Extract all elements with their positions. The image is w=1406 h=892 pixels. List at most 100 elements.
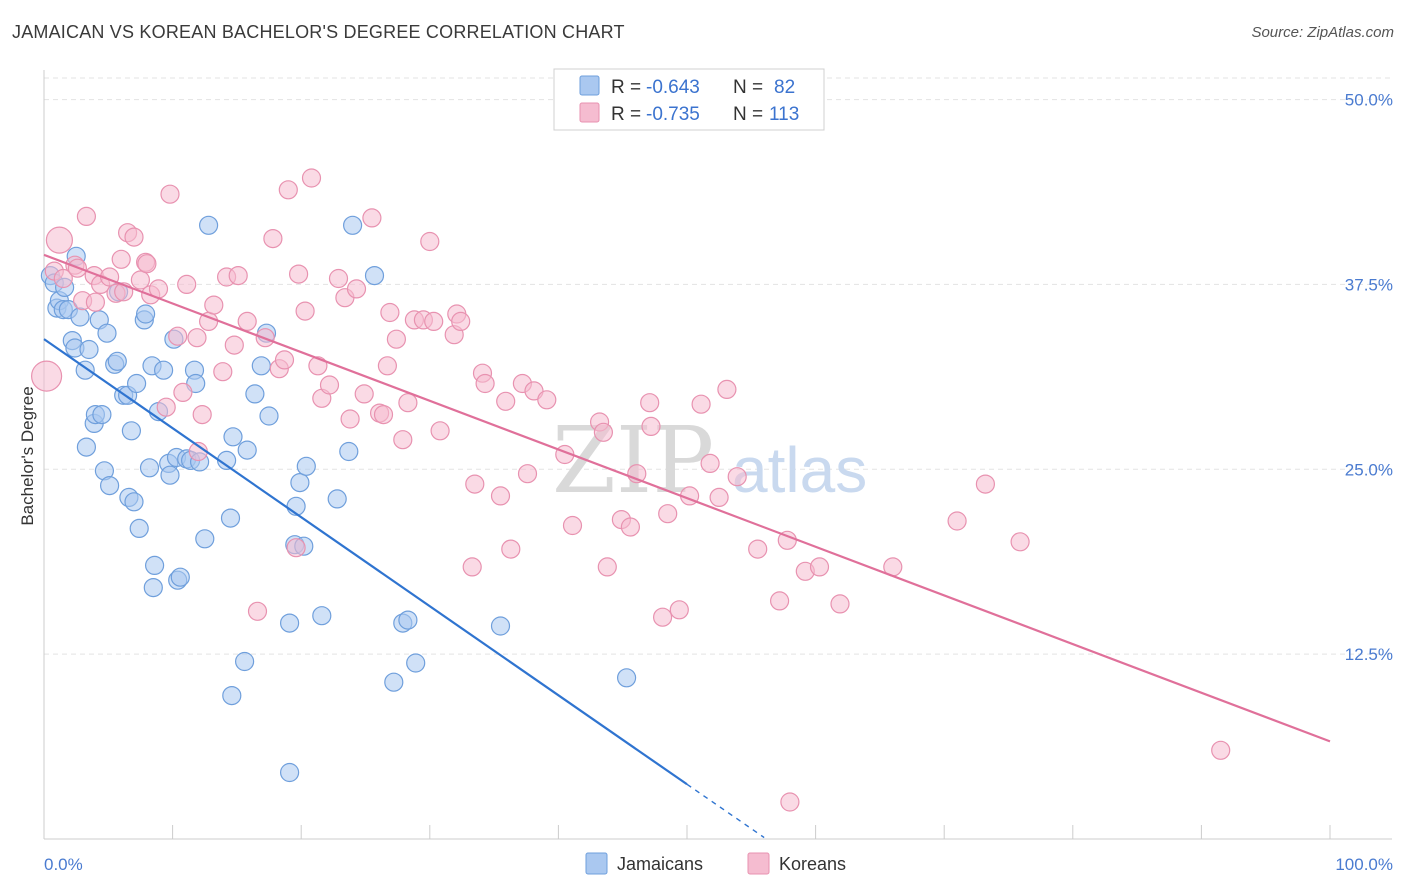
point-koreans-31: [204, 295, 224, 315]
legend-swatch-jamaicans: [579, 75, 600, 96]
legend-swatch-koreans: [579, 102, 600, 123]
y-tick-label-0: 12.5%: [1345, 645, 1393, 664]
watermark-atlas: atlas: [732, 434, 867, 506]
point-jamaicans-59: [251, 356, 271, 376]
bottom-legend-swatch-koreans: [747, 852, 770, 875]
point-koreans-27: [187, 328, 207, 348]
point-koreans-44: [289, 264, 309, 284]
point-koreans-45: [295, 301, 315, 321]
point-jamaicans-63: [280, 613, 300, 633]
point-jamaicans-73: [364, 266, 385, 286]
point-jamaicans-13: [79, 339, 99, 360]
point-koreans-71: [465, 474, 485, 494]
point-koreans-93: [658, 504, 678, 524]
point-koreans-55: [362, 208, 382, 228]
point-jamaicans-68: [296, 456, 316, 476]
point-koreans-99: [717, 379, 737, 399]
point-jamaicans-29: [127, 373, 147, 394]
point-jamaicans-54: [222, 685, 242, 706]
point-koreans-35: [228, 266, 248, 286]
trendline-jamaicans: [43, 338, 688, 786]
point-koreans-100: [727, 467, 747, 487]
point-jamaicans-22: [107, 351, 127, 371]
point-jamaicans-57: [237, 440, 257, 460]
point-koreans-16: [124, 227, 144, 247]
point-koreans-7: [76, 206, 97, 226]
point-jamaicans-72: [343, 215, 363, 235]
point-koreans-32: [213, 362, 233, 382]
point-koreans-101: [748, 539, 768, 559]
point-jamaicans-74: [384, 672, 404, 692]
legend-n-value-1: 82: [774, 77, 795, 98]
bottom-legend-label-jamaicans: Jamaicans: [617, 854, 703, 874]
point-jamaicans-17: [92, 405, 112, 425]
legend-n-label-1: N =: [733, 77, 763, 98]
y-tick-label-1: 25.0%: [1345, 460, 1393, 479]
legend-box: R = -0.643 N = 82 R = -0.735 N = 113: [553, 68, 825, 131]
point-koreans-65: [420, 231, 440, 252]
point-koreans-111: [1211, 740, 1231, 760]
point-koreans-57: [373, 405, 394, 425]
point-koreans-60: [386, 329, 406, 349]
point-koreans-92: [652, 607, 673, 627]
point-koreans-58: [377, 356, 397, 376]
point-koreans-17: [130, 270, 150, 290]
trendlines: [43, 253, 1331, 839]
point-koreans-88: [620, 517, 641, 537]
point-koreans-108: [947, 511, 967, 531]
x-tick-label-0: 0.0%: [44, 855, 83, 874]
point-jamaicans-44: [170, 567, 190, 587]
point-koreans-81: [537, 390, 557, 410]
point-koreans-59: [380, 302, 400, 323]
point-koreans-112: [780, 792, 800, 812]
y-tick-label-3: 50.0%: [1345, 91, 1393, 110]
point-koreans-9: [85, 292, 106, 312]
point-koreans-75: [490, 486, 511, 506]
legend-n-value-2: 113: [769, 104, 799, 125]
point-koreans-61: [393, 430, 413, 450]
legend-r-label-2: R =: [611, 104, 641, 125]
point-jamaicans-61: [259, 406, 279, 426]
point-jamaicans-33: [139, 458, 160, 478]
series-koreans-points: [30, 168, 1231, 812]
point-koreans-23: [160, 184, 180, 204]
point-koreans-43: [286, 538, 306, 558]
point-jamaicans-27: [121, 421, 141, 441]
point-koreans-97: [700, 453, 720, 473]
point-koreans-49: [319, 375, 340, 395]
point-jamaicans-56: [235, 651, 255, 672]
point-koreans-50: [328, 268, 349, 289]
point-koreans-52: [340, 409, 360, 429]
point-jamaicans-40: [160, 465, 180, 485]
source-credit: Source: ZipAtlas.com: [1251, 24, 1394, 41]
point-jamaicans-10: [70, 307, 90, 327]
point-jamaicans-50: [195, 529, 215, 549]
point-koreans-24: [168, 326, 188, 346]
point-jamaicans-62: [280, 762, 300, 783]
point-koreans-110: [1010, 532, 1030, 552]
point-jamaicans-66: [290, 473, 310, 493]
point-jamaicans-58: [245, 384, 265, 404]
point-koreans-25: [173, 382, 193, 402]
point-koreans-67: [430, 421, 450, 441]
point-koreans-102: [769, 591, 790, 611]
point-koreans-74: [475, 373, 495, 394]
point-koreans-62: [398, 393, 418, 413]
point-jamaicans-55: [223, 427, 243, 447]
point-koreans-53: [346, 279, 367, 299]
bottom-legend-swatch-jamaicans: [585, 852, 608, 875]
point-jamaicans-77: [406, 653, 426, 673]
point-koreans-37: [247, 601, 268, 621]
point-jamaicans-69: [312, 606, 332, 626]
point-jamaicans-53: [220, 508, 241, 528]
legend-n-label-2: N =: [733, 104, 763, 125]
trendline-koreans: [43, 253, 1331, 743]
point-jamaicans-12: [76, 437, 97, 457]
point-koreans-109: [975, 474, 996, 494]
point-jamaicans-79: [616, 668, 637, 688]
bottom-legend-label-koreans: Koreans: [779, 854, 846, 874]
trendline-jamaicans-extension: [686, 783, 765, 839]
point-koreans-70: [451, 311, 471, 331]
x-tick-label-1: 100.0%: [1335, 855, 1393, 874]
